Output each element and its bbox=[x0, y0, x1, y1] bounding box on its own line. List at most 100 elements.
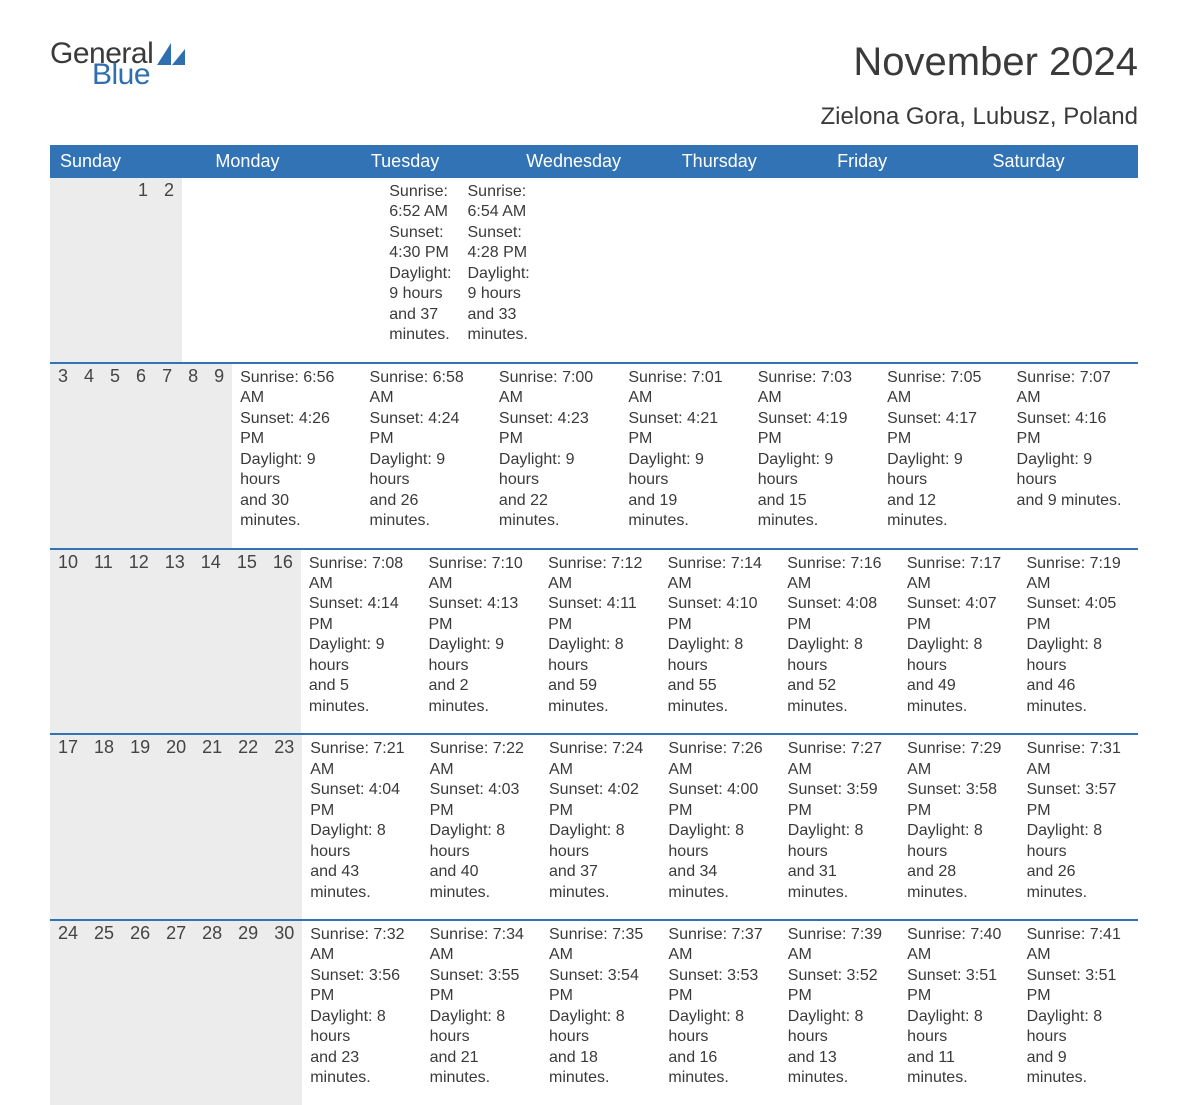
sunrise-text: Sunrise: 7:12 AM bbox=[548, 554, 652, 595]
sunset-text: Sunset: 4:08 PM bbox=[787, 594, 891, 635]
sunrise-text: Sunrise: 7:39 AM bbox=[788, 925, 891, 966]
daylight-text-2: and 49 minutes. bbox=[907, 676, 1011, 717]
daylight-text-2: and 13 minutes. bbox=[788, 1048, 891, 1089]
sunrise-text: Sunrise: 7:37 AM bbox=[668, 925, 771, 966]
day-cell: Sunrise: 6:54 AMSunset: 4:28 PMDaylight:… bbox=[460, 178, 538, 362]
sunset-text: Sunset: 4:04 PM bbox=[310, 780, 413, 821]
header: General Blue November 2024 Zielona Gora,… bbox=[50, 40, 1138, 131]
day-header: Friday bbox=[827, 145, 982, 178]
day-number: 22 bbox=[230, 735, 266, 919]
day-number: 21 bbox=[194, 735, 230, 919]
daylight-text-1: Daylight: 8 hours bbox=[310, 1007, 413, 1048]
day-cell: Sunrise: 7:14 AMSunset: 4:10 PMDaylight:… bbox=[660, 550, 780, 734]
daylight-text-2: and 9 minutes. bbox=[1017, 491, 1130, 511]
daylight-text-1: Daylight: 9 hours bbox=[628, 450, 741, 491]
daylight-text-2: and 46 minutes. bbox=[1026, 676, 1130, 717]
sunrise-text: Sunrise: 7:32 AM bbox=[310, 925, 413, 966]
daylight-text-2: and 43 minutes. bbox=[310, 862, 413, 903]
daylight-text-1: Daylight: 8 hours bbox=[310, 821, 413, 862]
daylight-text-2: and 2 minutes. bbox=[428, 676, 532, 717]
sunrise-text: Sunrise: 7:19 AM bbox=[1026, 554, 1130, 595]
day-number: 18 bbox=[86, 735, 122, 919]
daylight-text-2: and 55 minutes. bbox=[668, 676, 772, 717]
sunset-text: Sunset: 4:19 PM bbox=[758, 409, 871, 450]
sunrise-text: Sunrise: 7:22 AM bbox=[430, 739, 533, 780]
daylight-text-2: and 19 minutes. bbox=[628, 491, 741, 532]
daylight-text-2: and 52 minutes. bbox=[787, 676, 891, 717]
sunrise-text: Sunrise: 7:41 AM bbox=[1027, 925, 1130, 966]
sunset-text: Sunset: 3:55 PM bbox=[430, 966, 533, 1007]
sunrise-text: Sunrise: 7:27 AM bbox=[788, 739, 891, 780]
sunrise-text: Sunrise: 7:31 AM bbox=[1027, 739, 1130, 780]
sunrise-text: Sunrise: 6:58 AM bbox=[370, 368, 483, 409]
day-number: 5 bbox=[102, 364, 128, 548]
daylight-text-2: and 37 minutes. bbox=[389, 305, 451, 346]
daylight-text-2: and 28 minutes. bbox=[907, 862, 1010, 903]
sunset-text: Sunset: 3:53 PM bbox=[668, 966, 771, 1007]
sunset-text: Sunset: 4:11 PM bbox=[548, 594, 652, 635]
day-number: 26 bbox=[122, 921, 158, 1105]
daylight-text-2: and 16 minutes. bbox=[668, 1048, 771, 1089]
sunset-text: Sunset: 4:23 PM bbox=[499, 409, 612, 450]
sunset-text: Sunset: 4:10 PM bbox=[668, 594, 772, 635]
day-cell bbox=[262, 178, 302, 362]
day-number: 24 bbox=[50, 921, 86, 1105]
week-row: 24252627282930Sunrise: 7:32 AMSunset: 3:… bbox=[50, 919, 1138, 1105]
day-number-strip: 12 bbox=[50, 178, 182, 362]
daylight-text-1: Daylight: 9 hours bbox=[370, 450, 483, 491]
sunrise-text: Sunrise: 7:14 AM bbox=[668, 554, 772, 595]
sunrise-text: Sunrise: 7:03 AM bbox=[758, 368, 871, 409]
day-cell: Sunrise: 7:08 AMSunset: 4:14 PMDaylight:… bbox=[301, 550, 421, 734]
day-cell: Sunrise: 7:24 AMSunset: 4:02 PMDaylight:… bbox=[541, 735, 660, 919]
day-cell: Sunrise: 7:22 AMSunset: 4:03 PMDaylight:… bbox=[422, 735, 541, 919]
location-label: Zielona Gora, Lubusz, Poland bbox=[820, 103, 1138, 131]
sunset-text: Sunset: 4:30 PM bbox=[389, 223, 451, 264]
day-number: 17 bbox=[50, 735, 86, 919]
sunset-text: Sunset: 3:58 PM bbox=[907, 780, 1010, 821]
day-number-strip: 24252627282930 bbox=[50, 921, 302, 1105]
daylight-text-1: Daylight: 8 hours bbox=[430, 1007, 533, 1048]
daylight-text-1: Daylight: 8 hours bbox=[907, 821, 1010, 862]
sunset-text: Sunset: 4:05 PM bbox=[1026, 594, 1130, 635]
sunset-text: Sunset: 3:59 PM bbox=[788, 780, 891, 821]
day-cell bbox=[222, 178, 262, 362]
day-number: 19 bbox=[122, 735, 158, 919]
day-number: 20 bbox=[158, 735, 194, 919]
day-cell: Sunrise: 7:40 AMSunset: 3:51 PMDaylight:… bbox=[899, 921, 1018, 1105]
day-number: 28 bbox=[194, 921, 230, 1105]
sunset-text: Sunset: 3:56 PM bbox=[310, 966, 413, 1007]
sunset-text: Sunset: 4:13 PM bbox=[428, 594, 532, 635]
daylight-text-2: and 9 minutes. bbox=[1027, 1048, 1130, 1089]
day-body-row: Sunrise: 7:08 AMSunset: 4:14 PM Daylight:… bbox=[301, 550, 1138, 734]
sunset-text: Sunset: 4:26 PM bbox=[240, 409, 353, 450]
sunset-text: Sunset: 4:14 PM bbox=[309, 594, 413, 635]
day-cell: Sunrise: 7:21 AMSunset: 4:04 PMDaylight:… bbox=[302, 735, 421, 919]
day-number: 29 bbox=[230, 921, 266, 1105]
day-header-row: SundayMondayTuesdayWednesdayThursdayFrid… bbox=[50, 145, 1138, 178]
day-cell: Sunrise: 6:58 AMSunset: 4:24 PMDaylight:… bbox=[362, 364, 491, 548]
daylight-text-1: Daylight: 8 hours bbox=[787, 635, 891, 676]
sunrise-text: Sunrise: 7:26 AM bbox=[668, 739, 771, 780]
day-header: Monday bbox=[205, 145, 360, 178]
sunrise-text: Sunrise: 6:56 AM bbox=[240, 368, 353, 409]
day-number bbox=[82, 178, 98, 362]
sunrise-text: Sunrise: 6:54 AM bbox=[468, 182, 530, 223]
day-cell: Sunrise: 7:05 AMSunset: 4:17 PMDaylight:… bbox=[879, 364, 1008, 548]
day-number bbox=[50, 178, 66, 362]
daylight-text-2: and 21 minutes. bbox=[430, 1048, 533, 1089]
day-number: 2 bbox=[156, 178, 182, 362]
day-number: 12 bbox=[121, 550, 157, 734]
day-number: 27 bbox=[158, 921, 194, 1105]
day-number: 1 bbox=[130, 178, 156, 362]
week-row: 3456789Sunrise: 6:56 AMSunset: 4:26 PMDa… bbox=[50, 362, 1138, 548]
day-body-row: Sunrise: 7:21 AMSunset: 4:04 PMDaylight:… bbox=[302, 735, 1138, 919]
sunset-text: Sunset: 4:17 PM bbox=[887, 409, 1000, 450]
daylight-text-1: Daylight: 8 hours bbox=[668, 635, 772, 676]
daylight-text-1: Daylight: 9 hours bbox=[758, 450, 871, 491]
brand-logo: General Blue bbox=[50, 40, 185, 88]
daylight-text-2: and 5 minutes. bbox=[309, 676, 413, 717]
daylight-text-1: Daylight: 9 hours bbox=[468, 264, 530, 305]
day-cell bbox=[182, 178, 222, 362]
day-number: 15 bbox=[229, 550, 265, 734]
sunrise-text: Sunrise: 7:08 AM bbox=[309, 554, 413, 595]
